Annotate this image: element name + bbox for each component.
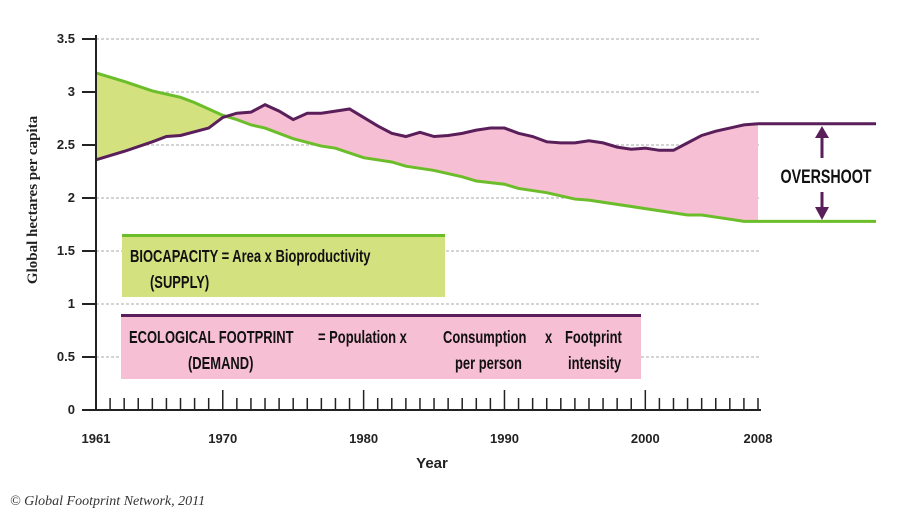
biocapacity-line: [95, 71, 758, 223]
footprint-line: [95, 103, 759, 162]
axes: [95, 35, 761, 411]
y-tick-label: 3: [68, 84, 75, 99]
footprint-intensity: intensity: [568, 354, 621, 374]
footprint-x: x: [545, 328, 552, 348]
footprint-consumption: Consumption: [443, 328, 526, 348]
y-tick-label: 1: [68, 296, 75, 311]
y-tick-label: 2.5: [57, 137, 75, 152]
ticks: 0 0.5 1 1.5 2 2.5 3 3.5 1961 1970 1980 1990 2000 2008: [57, 31, 773, 446]
x-tick-label: 1990: [490, 431, 519, 446]
y-tick-label: 1.5: [57, 243, 75, 258]
x-tick-label: 2008: [744, 431, 773, 446]
x-axis-label: Year: [416, 455, 448, 472]
overshoot-label: OVERSHOOT: [781, 166, 873, 187]
footprint-footprint: Footprint: [565, 328, 622, 348]
y-tick-label: 3.5: [57, 31, 75, 46]
footprint-population: = Population x: [318, 328, 407, 348]
x-tick-label: 1980: [349, 431, 378, 446]
footprint-legend-box: ECOLOGICAL FOOTPRINT = Population x Cons…: [121, 314, 641, 379]
biocapacity-supply: (SUPPLY): [150, 273, 209, 293]
overshoot-annotation: OVERSHOOT: [781, 126, 873, 220]
y-tick-label: 0.5: [57, 349, 75, 364]
x-tick-label: 1970: [208, 431, 237, 446]
biocapacity-legend-box: BIOCAPACITY = Area x Bioproductivity (SU…: [122, 234, 445, 297]
x-tick-label: 1961: [82, 431, 111, 446]
arrow-down-head: [815, 207, 829, 220]
footnote: © Global Footprint Network, 2011: [10, 494, 206, 509]
footprint-demand: (DEMAND): [188, 354, 253, 374]
footprint-per-person: per person: [455, 354, 522, 374]
y-axis-label: Global hectares per capita: [25, 115, 41, 284]
arrow-up-head: [815, 126, 829, 138]
x-tick-label: 2000: [631, 431, 660, 446]
footprint-title: ECOLOGICAL FOOTPRINT: [129, 328, 294, 348]
y-tick-label: 2: [68, 190, 75, 205]
biocapacity-formula: BIOCAPACITY = Area x Bioproductivity: [130, 247, 371, 267]
y-tick-label: 0: [68, 402, 75, 417]
